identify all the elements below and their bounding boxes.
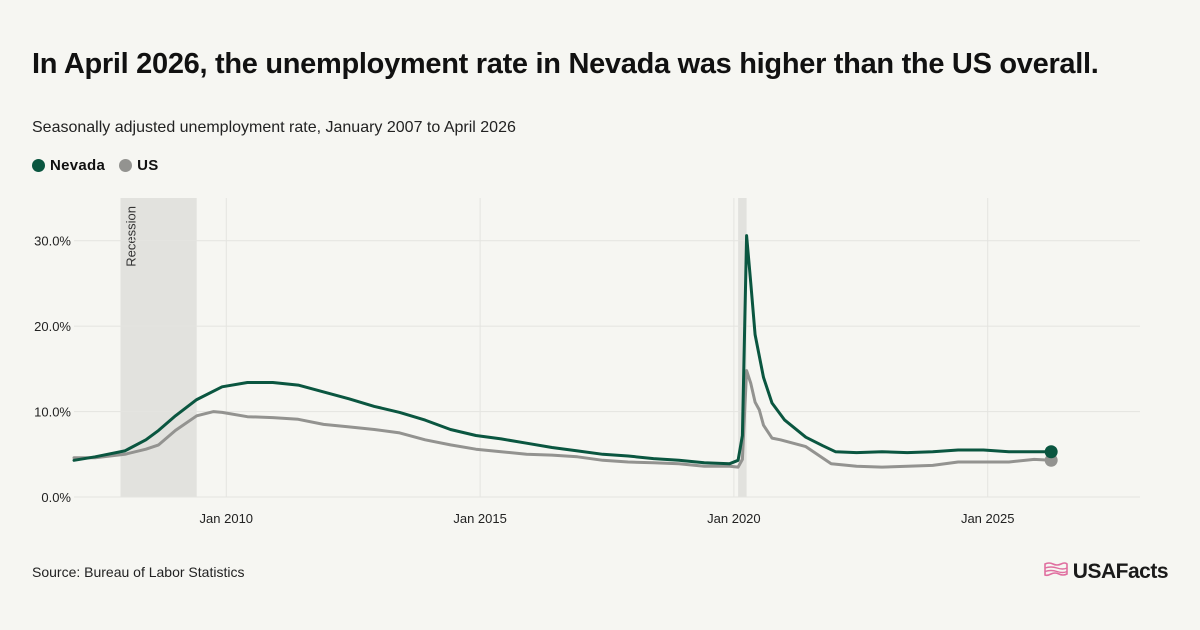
- legend-marker-nevada: [32, 159, 45, 172]
- source-note: Source: Bureau of Labor Statistics: [32, 564, 245, 580]
- legend: Nevada US: [32, 157, 173, 174]
- y-tick-label: 20.0%: [34, 319, 71, 334]
- chart-subtitle: Seasonally adjusted unemployment rate, J…: [32, 119, 516, 136]
- y-tick-label: 0.0%: [41, 490, 71, 505]
- y-axis-ticks: 0.0% 10.0% 20.0% 30.0%: [34, 234, 71, 505]
- x-axis-ticks: Jan 2010 Jan 2015 Jan 2020 Jan 2025: [200, 511, 1015, 526]
- x-tick-label: Jan 2015: [453, 511, 507, 526]
- recession-bands: Recession: [120, 198, 747, 497]
- x-tick-label: Jan 2025: [961, 511, 1015, 526]
- usafacts-logo[interactable]: USAFacts: [1043, 560, 1169, 584]
- series-line-nevada: [72, 234, 1053, 466]
- grid-lines: [74, 198, 1140, 498]
- legend-item-us[interactable]: US: [119, 157, 158, 174]
- series-endpoints: [1044, 445, 1058, 467]
- recession-label: Recession: [124, 206, 139, 267]
- endpoint-nevada: [1044, 445, 1058, 459]
- us-flag-map-icon: [1043, 561, 1069, 584]
- legend-label-us: US: [137, 157, 159, 174]
- x-tick-label: Jan 2020: [707, 511, 761, 526]
- chart-title: In April 2026, the unemployment rate in …: [32, 48, 1099, 80]
- legend-marker-us: [119, 159, 133, 172]
- recession-band: [738, 198, 747, 497]
- series-lines: [72, 234, 1053, 469]
- legend-item-nevada[interactable]: Nevada: [32, 157, 105, 174]
- y-tick-label: 30.0%: [34, 234, 71, 249]
- x-tick-label: Jan 2010: [200, 511, 254, 526]
- logo-text: USAFacts: [1072, 560, 1169, 583]
- y-tick-label: 10.0%: [34, 405, 71, 420]
- legend-label-nevada: Nevada: [50, 157, 106, 174]
- series-line-us: [72, 369, 1053, 469]
